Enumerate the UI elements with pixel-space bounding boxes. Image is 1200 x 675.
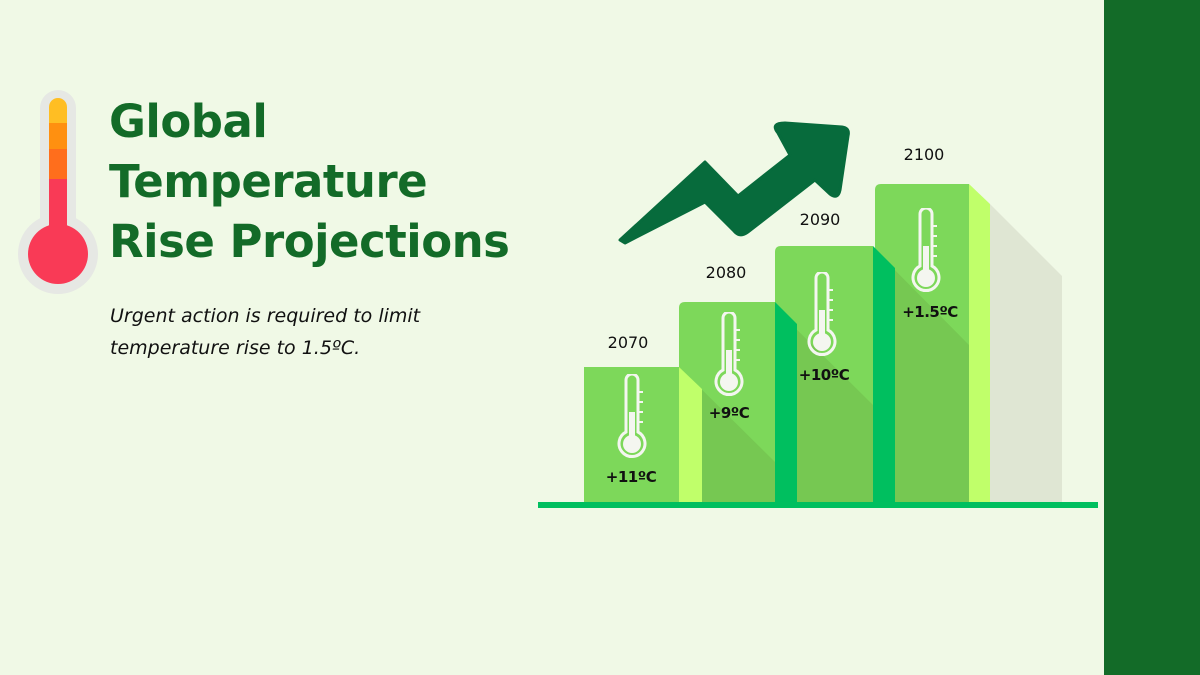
bar-2080: [679, 302, 797, 502]
title-line-3: Rise Projections: [109, 215, 510, 268]
right-accent-panel: [1104, 0, 1200, 675]
value-label-2080: +9ºC: [708, 404, 750, 422]
subtitle: Urgent action is required to limit tempe…: [110, 305, 421, 359]
bar-2090: [775, 246, 895, 502]
value-label-2070: +11ºC: [605, 468, 657, 486]
title-line-2: Temperature: [109, 155, 428, 208]
value-label-2100: +1.5ºC: [902, 303, 958, 321]
trend-up-arrow-icon: [618, 121, 850, 245]
value-label-2090: +10ºC: [798, 366, 850, 384]
page-title: Global Temperature Rise Projections: [109, 92, 510, 272]
title-line-1: Global: [109, 95, 268, 148]
year-label-2090: 2090: [799, 210, 841, 229]
year-label-2080: 2080: [705, 263, 747, 282]
thermometer-icon: [18, 90, 98, 294]
bar-2100: [875, 184, 990, 502]
year-label-2100: 2100: [903, 145, 945, 164]
chart-baseline: [538, 502, 1098, 508]
year-label-2070: 2070: [607, 333, 649, 352]
